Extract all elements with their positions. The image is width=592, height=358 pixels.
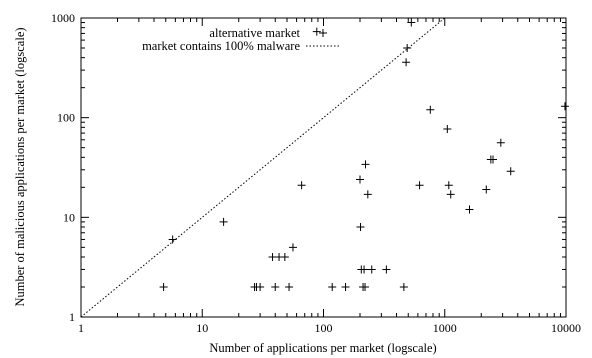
data-point	[382, 265, 391, 274]
x-axis-title: Number of applications per market (logsc…	[209, 341, 436, 355]
x-tick-label: 10000	[551, 321, 581, 335]
data-point	[367, 265, 376, 274]
data-point	[159, 282, 168, 291]
legend-label-malware-line: market contains 100% malware	[142, 39, 300, 53]
data-point	[288, 243, 297, 252]
x-tick-label: 100	[315, 321, 333, 335]
legend-label-alternative-market: alternative market	[209, 26, 300, 40]
y-axis-title: Number of malicious applications per mar…	[13, 27, 27, 306]
data-point	[280, 252, 289, 261]
reference-line-layer	[80, 17, 446, 318]
data-point	[361, 160, 370, 169]
y-tick-label: 100	[57, 111, 75, 125]
data-point	[256, 282, 265, 291]
data-point	[271, 282, 280, 291]
data-point	[297, 181, 306, 190]
data-point	[443, 124, 452, 133]
data-point	[465, 205, 474, 214]
data-point	[341, 282, 350, 291]
legend: alternative market market contains 100% …	[142, 26, 340, 53]
y-tick-label: 1	[69, 310, 75, 324]
data-point	[360, 265, 369, 274]
data-point	[415, 181, 424, 190]
data-point	[361, 282, 370, 291]
data-point	[407, 18, 416, 27]
data-point	[328, 282, 337, 291]
data-point	[402, 58, 411, 67]
data-point	[496, 138, 505, 147]
data-point	[285, 282, 294, 291]
x-axis-ticks: 1 10 100 1000 10000	[78, 18, 581, 335]
y-tick-label: 1000	[51, 11, 75, 25]
data-points-layer	[159, 18, 569, 291]
x-tick-label: 1000	[433, 321, 457, 335]
data-point	[363, 190, 372, 199]
legend-plus-marker	[319, 29, 327, 37]
data-point	[219, 217, 228, 226]
data-point	[168, 235, 177, 244]
data-point	[446, 190, 455, 199]
x-tick-label: 1	[78, 321, 84, 335]
data-point	[356, 222, 365, 231]
data-point	[426, 105, 435, 114]
legend-marker-plus	[319, 29, 327, 37]
data-point	[399, 282, 408, 291]
data-point	[489, 155, 497, 164]
data-point	[560, 102, 569, 111]
y-tick-label: 10	[63, 210, 75, 224]
reference-line-100pct-malware	[80, 17, 446, 318]
data-point	[482, 185, 491, 194]
data-point	[506, 167, 515, 176]
plot-frame	[80, 17, 567, 318]
data-point	[403, 44, 412, 53]
data-point	[356, 175, 364, 184]
data-point	[312, 27, 321, 36]
data-point	[444, 181, 453, 190]
x-tick-label: 10	[196, 321, 208, 335]
y-axis-ticks: 1 10 100 1000	[51, 11, 566, 324]
